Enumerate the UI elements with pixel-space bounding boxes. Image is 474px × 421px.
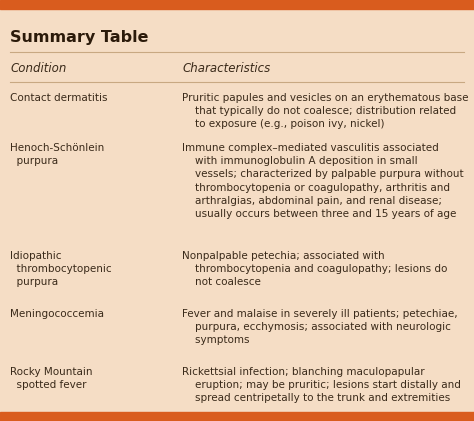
Text: Henoch-Schönlein
  purpura: Henoch-Schönlein purpura xyxy=(10,143,105,166)
Text: Condition: Condition xyxy=(10,62,67,75)
Text: Idiopathic
  thrombocytopenic
  purpura: Idiopathic thrombocytopenic purpura xyxy=(10,251,112,288)
Text: Fever and malaise in severely ill patients; petechiae,
    purpura, ecchymosis; : Fever and malaise in severely ill patien… xyxy=(182,309,458,345)
Text: Immune complex–mediated vasculitis associated
    with immunoglobulin A depositi: Immune complex–mediated vasculitis assoc… xyxy=(182,143,464,219)
Text: Summary Table: Summary Table xyxy=(10,30,148,45)
Bar xyxy=(0,412,474,421)
Text: Characteristics: Characteristics xyxy=(182,62,271,75)
Text: Nonpalpable petechia; associated with
    thrombocytopenia and coagulopathy; les: Nonpalpable petechia; associated with th… xyxy=(182,251,448,288)
Bar xyxy=(0,0,474,9)
Text: Rickettsial infection; blanching maculopapular
    eruption; may be pruritic; le: Rickettsial infection; blanching maculop… xyxy=(182,367,461,403)
Text: Rocky Mountain
  spotted fever: Rocky Mountain spotted fever xyxy=(10,367,93,390)
Text: Contact dermatitis: Contact dermatitis xyxy=(10,93,108,103)
Text: Meningococcemia: Meningococcemia xyxy=(10,309,104,319)
Text: Pruritic papules and vesicles on an erythematous base
    that typically do not : Pruritic papules and vesicles on an eryt… xyxy=(182,93,469,129)
